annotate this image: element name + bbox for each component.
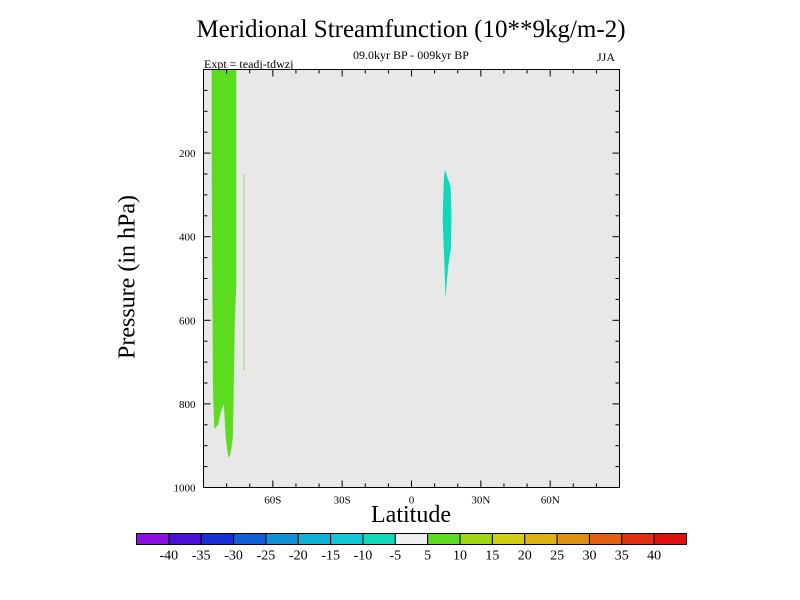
region-positive-5-10-southern-hemisphere (211, 69, 237, 459)
colorbar-label: 10 (453, 549, 467, 564)
y-tick-label: 600 (179, 315, 196, 327)
colorbar-label: 20 (518, 549, 532, 564)
y-tick-label: 200 (179, 148, 196, 160)
colorbar-swatch (491, 533, 526, 545)
colorbar-label: 25 (550, 549, 564, 564)
x-tick-label: 30S (334, 495, 351, 507)
chart-subtitle: 09.0kyr BP - 009kyr BP (353, 48, 469, 62)
colorbar-label: -40 (160, 549, 179, 564)
x-tick-label: 60S (264, 495, 281, 507)
plot-background (203, 69, 620, 488)
colorbar-swatch (330, 533, 364, 545)
colorbar-swatch (136, 533, 170, 545)
colorbar-label: 5 (424, 549, 431, 564)
colorbar-label: 30 (582, 549, 596, 564)
y-tick-label: 400 (179, 232, 196, 244)
colorbar-swatch (653, 533, 687, 545)
colorbar-label: -5 (389, 549, 401, 564)
colorbar-label: -20 (289, 549, 308, 564)
x-tick-label: 60N (541, 495, 560, 507)
colorbar-label: -30 (224, 549, 243, 564)
colorbar-swatch (394, 533, 429, 545)
colorbar-swatch (556, 533, 590, 545)
colorbar-swatch (588, 533, 623, 545)
x-tick-label: 30N (471, 495, 490, 507)
x-axis-label: Latitude (371, 502, 451, 528)
x-tick-label: 0 (409, 495, 415, 507)
region-negative-5-10-tropics (442, 169, 452, 300)
colorbar-label: -35 (192, 549, 211, 564)
colorbar-swatch (297, 533, 332, 545)
colorbar-label: -15 (321, 549, 340, 564)
chart-title: Meridional Streamfunction (10**9kg/m-2) (196, 16, 626, 43)
colorbar-label: -25 (257, 549, 276, 564)
colorbar-swatch (621, 533, 655, 545)
colorbar-label: 35 (615, 549, 629, 564)
colorbar-swatch (524, 533, 558, 545)
colorbar-swatch (233, 533, 267, 545)
y-tick-label: 800 (179, 399, 196, 411)
colorbar-label: 40 (647, 549, 661, 564)
colorbar-label: 15 (485, 549, 499, 564)
colorbar-label: -10 (354, 549, 373, 564)
y-tick-label: 1000 (174, 483, 197, 495)
colorbar-swatch (459, 533, 493, 545)
experiment-label: Expt = teadj-tdwzj (204, 57, 294, 71)
colorbar-swatch (265, 533, 299, 545)
colorbar-swatch (427, 533, 461, 545)
region-positive-5-10-thin-strip (243, 174, 245, 371)
colorbar-swatch (362, 533, 396, 545)
season-label: JJA (597, 50, 616, 64)
colorbar-swatch (168, 533, 202, 545)
colorbar-swatch (200, 533, 235, 545)
